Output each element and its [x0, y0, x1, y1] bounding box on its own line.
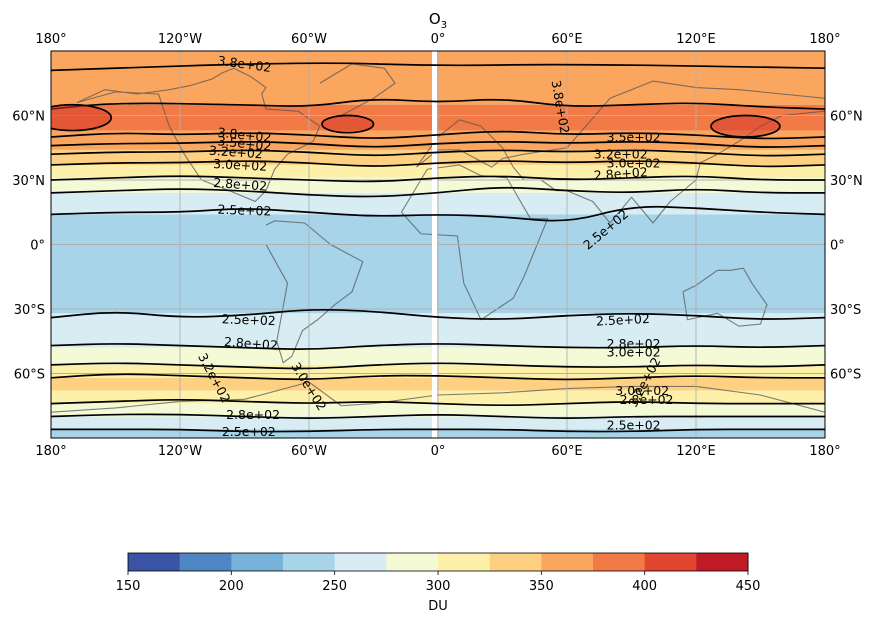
contour-line — [51, 343, 825, 350]
axis-tick-layer: 180° 180° 120°W 120°W 60°W 60°W 0° 0° 60°E 60°E 12… — [12, 32, 863, 459]
contour-closed — [321, 114, 375, 134]
y-tick-label-right: 30°S — [830, 303, 861, 318]
x-tick-label-top: 0° — [431, 32, 446, 47]
contour-label: 3.0e+02 — [615, 383, 669, 398]
colorbar-segment — [489, 553, 542, 571]
colorbar-segment — [644, 553, 697, 571]
colorbar-label: DU — [428, 599, 448, 614]
x-tick-label-bottom: 60°E — [551, 444, 582, 459]
contour-label: 3.5e+02 — [607, 130, 661, 145]
contour-label: 3.0e+02 — [607, 345, 661, 360]
x-tick-label-top: 60°E — [551, 32, 582, 47]
dateline-seam — [432, 51, 437, 438]
contour-line — [51, 149, 825, 157]
x-tick-label-top: 120°E — [676, 32, 716, 47]
y-tick-label-right: 30°N — [830, 174, 863, 189]
y-tick-label-left: 30°N — [12, 174, 45, 189]
colorbar-segment — [386, 553, 439, 571]
contour-label: 3.0e+02 — [213, 156, 268, 174]
map-plot-area: 3.8e+023.8e+023.8e+023.5e+023.2e+023.0e+… — [51, 51, 825, 439]
contour-line — [51, 186, 825, 198]
contour-line — [51, 398, 825, 407]
chart-title: O3 — [429, 10, 447, 31]
contour-label: 2.5e+02 — [596, 311, 651, 329]
coastline-australia — [682, 267, 768, 327]
y-tick-label-right: 0° — [830, 239, 845, 254]
gridline-layer — [51, 51, 825, 438]
contour-label: 2.5e+02 — [217, 202, 271, 219]
y-tick-label-left: 30°S — [14, 303, 45, 318]
contour-label: 2.8e+02 — [226, 407, 280, 422]
colorbar-segment — [128, 553, 181, 571]
x-tick-label-top: 120°W — [158, 32, 202, 47]
x-tick-label-top: 180° — [809, 32, 840, 47]
contour-closed — [51, 103, 113, 132]
y-tick-label-left: 60°N — [12, 110, 45, 125]
colorbar-segment — [696, 553, 749, 571]
contour-line — [51, 373, 825, 381]
contour-label: 3.2e+02 — [594, 147, 648, 162]
colorbar-segment — [541, 553, 594, 571]
colorbar-segment — [334, 553, 387, 571]
contour-label: 2.8e+02 — [224, 334, 279, 353]
contour-line — [51, 308, 825, 320]
contour-label: 3.8e+02 — [217, 53, 273, 75]
contour-line — [51, 98, 825, 110]
contour-line — [51, 140, 825, 148]
x-tick-label-bottom: 120°E — [676, 444, 716, 459]
colorbar-tick-label: 450 — [736, 579, 761, 594]
contour-line — [51, 413, 825, 419]
colorbar: 150 200 250 300 350 400 450 DU — [116, 552, 761, 614]
contour-line — [51, 62, 825, 72]
y-tick-label-left: 0° — [30, 239, 45, 254]
x-tick-label-top: 180° — [35, 32, 66, 47]
contour-label: 2.8e+02 — [213, 175, 268, 194]
contour-line — [51, 160, 825, 168]
x-tick-label-bottom: 60°W — [291, 444, 327, 459]
colorbar-tick-label: 300 — [426, 579, 451, 594]
contour-line — [51, 175, 825, 183]
colorbar-segment — [179, 553, 232, 571]
coastline-africa — [400, 164, 549, 321]
contour-label: 2.5e+02 — [222, 311, 276, 328]
coastline-antarctica — [51, 381, 825, 413]
colorbar-tick-label: 400 — [632, 579, 657, 594]
colorbar-segment — [593, 553, 646, 571]
contour-label: 3.2e+02 — [208, 143, 263, 162]
contour-label: 2.8e+02 — [620, 392, 674, 407]
map-frame — [50, 50, 826, 439]
x-tick-label-top: 60°W — [291, 32, 327, 47]
contour-label: 2.5e+02 — [222, 424, 276, 439]
colorbar-tick-label: 350 — [529, 579, 554, 594]
contour-label: 3.8e+02 — [217, 125, 272, 146]
x-tick-label-bottom: 180° — [809, 444, 840, 459]
x-tick-label-bottom: 0° — [431, 444, 446, 459]
y-tick-label-right: 60°N — [830, 110, 863, 125]
contour-label: 2.8e+02 — [593, 164, 648, 183]
contour-label: 2.8e+02 — [607, 336, 661, 351]
colorbar-tick-label: 250 — [322, 579, 347, 594]
contour-closed — [710, 114, 781, 138]
contour-line — [51, 362, 825, 370]
x-tick-label-bottom: 120°W — [158, 444, 202, 459]
colorbar-tick-label: 150 — [116, 579, 141, 594]
colorbar-segment — [283, 553, 336, 571]
colorbar-segment — [231, 553, 284, 571]
contour-label: 3.5e+02 — [217, 133, 272, 154]
contour-line-layer — [51, 62, 825, 433]
contour-line — [51, 205, 825, 222]
y-tick-label-left: 60°S — [14, 368, 45, 383]
colorbar-tick-label: 200 — [219, 579, 244, 594]
y-tick-label-right: 60°S — [830, 368, 861, 383]
contour-line — [51, 428, 825, 433]
colorbar-segment — [438, 553, 491, 571]
contour-label: 2.5e+02 — [607, 418, 661, 433]
contour-label: 3.0e+02 — [607, 155, 661, 170]
x-tick-label-bottom: 180° — [35, 444, 66, 459]
contour-line — [51, 130, 825, 140]
